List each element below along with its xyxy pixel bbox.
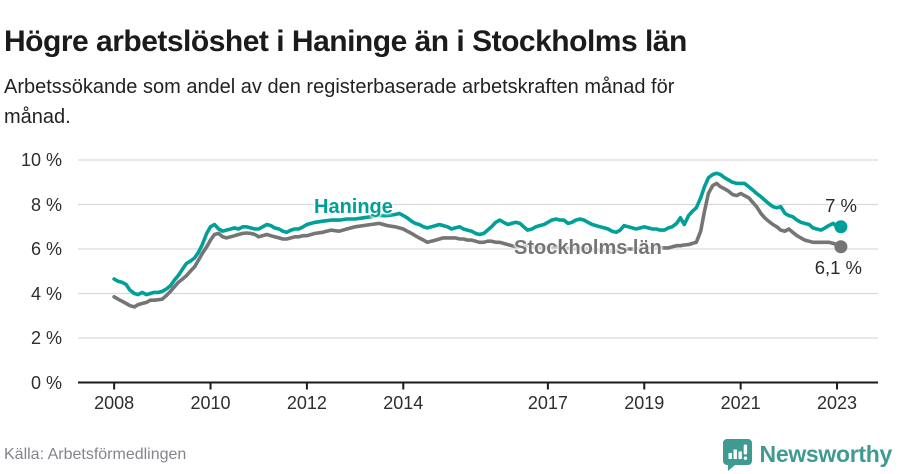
- x-tick-label: 2023: [817, 393, 858, 413]
- newsworthy-logo-icon: [722, 439, 752, 471]
- end-value-label-haninge: 7 %: [825, 195, 857, 216]
- x-tick-label: 2017: [527, 393, 568, 413]
- series-label-stockholms-lan: Stockholms län: [514, 237, 662, 259]
- x-tick-label: 2021: [720, 393, 761, 413]
- end-value-label-stockholms-lan: 6,1 %: [814, 257, 862, 278]
- stockholms-lan-line: [112, 181, 843, 309]
- page-title: Högre arbetslöshet i Haninge än i Stockh…: [4, 25, 687, 59]
- x-tick-label: 2008: [94, 393, 135, 413]
- x-tick-label: 2012: [286, 393, 327, 413]
- y-tick-label: 2 %: [30, 328, 62, 348]
- y-tick-label: 0 %: [30, 372, 62, 393]
- x-tick-label: 2010: [190, 393, 231, 413]
- x-tick-label: 2014: [383, 393, 424, 413]
- x-tick-label: 2019: [624, 393, 665, 413]
- series-label-haninge: Haninge: [314, 196, 393, 218]
- y-tick-label: 4 %: [30, 283, 62, 304]
- y-tick-label: 10 %: [20, 150, 62, 170]
- haninge-line: [112, 171, 843, 297]
- stockholms-lan-end-dot: [834, 240, 848, 254]
- source-attribution: Källa: Arbetsförmedlingen: [4, 446, 187, 463]
- subtitle-line-2: månad.: [4, 106, 71, 128]
- subtitle-line-1: Arbetssökande som andel av den registerb…: [4, 76, 675, 98]
- haninge-end-dot: [834, 220, 848, 234]
- chart-subtitle: Arbetssökande som andel av den registerb…: [4, 72, 864, 132]
- y-tick-label: 8 %: [30, 194, 62, 215]
- newsworthy-logo-text: Newsworthy: [759, 441, 893, 467]
- newsworthy-logo: Newsworthy: [722, 438, 892, 471]
- y-tick-label: 6 %: [30, 239, 62, 259]
